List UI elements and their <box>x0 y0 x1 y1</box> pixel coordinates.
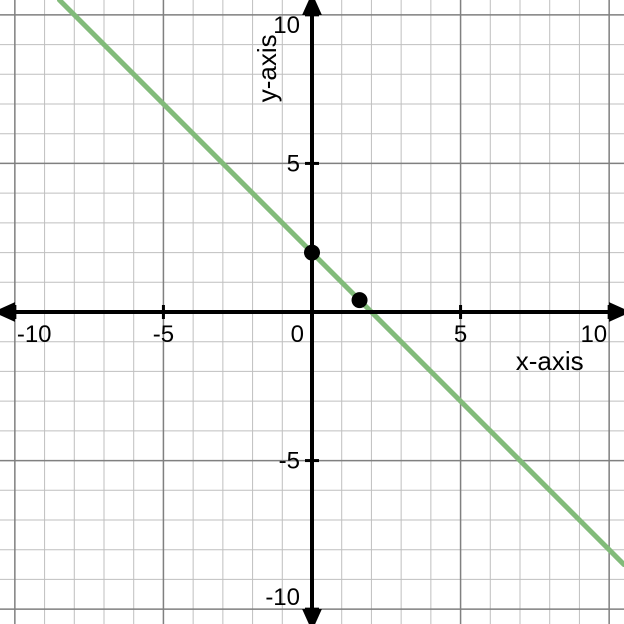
y-tick-label: -10 <box>265 584 300 611</box>
x-tick-label: 10 <box>580 321 607 348</box>
x-axis-label: x-axis <box>516 346 584 376</box>
x-tick-label: -5 <box>153 321 174 348</box>
coordinate-plane-chart: -10-50510-10-5510x-axisy-axis <box>0 0 624 624</box>
plotted-point <box>304 245 320 261</box>
chart-svg: -10-50510-10-5510x-axisy-axis <box>0 0 624 624</box>
y-tick-label: -5 <box>279 448 300 475</box>
x-tick-label: 0 <box>291 321 304 348</box>
plotted-point <box>352 292 368 308</box>
y-tick-label: 5 <box>287 150 300 177</box>
x-tick-label: -10 <box>17 321 52 348</box>
x-tick-label: 5 <box>454 321 467 348</box>
y-axis-label: y-axis <box>252 34 282 102</box>
